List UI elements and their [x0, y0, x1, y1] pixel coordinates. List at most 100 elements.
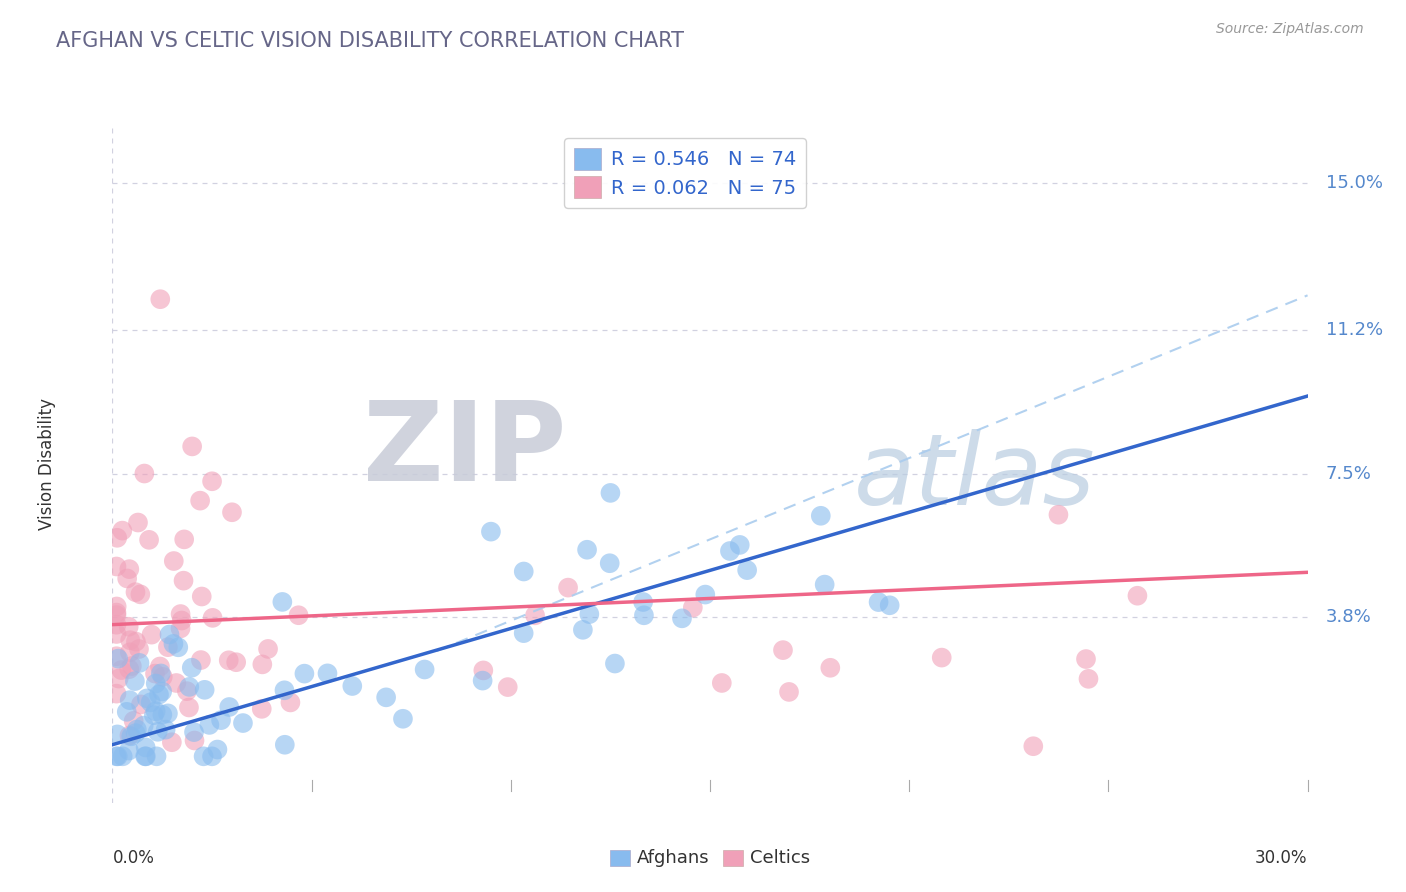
Point — [134, 467, 156, 481]
Point — [232, 716, 254, 731]
Point — [105, 608, 128, 623]
Point — [141, 627, 163, 641]
Point — [375, 690, 398, 705]
Point — [479, 524, 502, 539]
Point — [121, 659, 143, 673]
Point — [135, 749, 157, 764]
Point — [120, 633, 142, 648]
Point — [118, 562, 141, 576]
Legend: Afghans, Celtics: Afghans, Celtics — [603, 842, 817, 874]
Point — [111, 524, 134, 538]
Point — [193, 749, 215, 764]
Point — [162, 637, 184, 651]
Point — [125, 723, 148, 737]
Point — [105, 559, 128, 574]
Point — [150, 684, 173, 698]
Point — [512, 626, 534, 640]
Point — [150, 707, 173, 722]
Point — [181, 439, 204, 453]
Text: 15.0%: 15.0% — [1326, 174, 1382, 192]
Point — [159, 627, 181, 641]
Text: 30.0%: 30.0% — [1256, 849, 1308, 867]
Point — [105, 649, 128, 664]
Point — [221, 505, 243, 519]
Point — [143, 666, 166, 681]
Point — [139, 695, 162, 709]
Text: atlas: atlas — [853, 429, 1095, 526]
Point — [572, 623, 595, 637]
Point — [115, 705, 138, 719]
Point — [176, 684, 198, 698]
Point — [122, 714, 145, 728]
Point — [183, 733, 205, 747]
Point — [132, 718, 155, 732]
Point — [145, 676, 167, 690]
Point — [209, 713, 232, 727]
Point — [316, 666, 339, 681]
Point — [280, 695, 302, 709]
Point — [820, 661, 842, 675]
Point — [118, 645, 141, 659]
Point — [778, 685, 800, 699]
Point — [599, 486, 621, 500]
Point — [1077, 672, 1099, 686]
Point — [110, 663, 132, 677]
Point — [105, 687, 128, 701]
Point — [167, 640, 190, 655]
Point — [124, 585, 146, 599]
Point — [163, 554, 186, 568]
Point — [105, 617, 128, 632]
Point — [294, 666, 316, 681]
Point — [225, 655, 247, 669]
Text: Source: ZipAtlas.com: Source: ZipAtlas.com — [1216, 22, 1364, 37]
Point — [149, 666, 172, 681]
Point — [148, 688, 170, 702]
Point — [201, 475, 224, 489]
Text: AFGHAN VS CELTIC VISION DISABILITY CORRELATION CHART: AFGHAN VS CELTIC VISION DISABILITY CORRE… — [56, 31, 685, 51]
Point — [194, 682, 217, 697]
Point — [274, 738, 297, 752]
Point — [599, 556, 621, 570]
Point — [118, 662, 141, 676]
Point — [287, 608, 309, 623]
Point — [879, 599, 901, 613]
Point — [115, 571, 138, 585]
Text: 7.5%: 7.5% — [1326, 465, 1371, 483]
Point — [155, 723, 177, 737]
Point — [1047, 508, 1070, 522]
Point — [135, 691, 157, 706]
Point — [107, 672, 129, 686]
Point — [1074, 652, 1097, 666]
Point — [160, 735, 183, 749]
Point — [105, 749, 128, 764]
Point — [127, 516, 149, 530]
Point — [118, 729, 141, 743]
Point — [633, 608, 655, 623]
Point — [173, 533, 195, 547]
Point — [188, 493, 211, 508]
Point — [190, 590, 212, 604]
Point — [392, 712, 415, 726]
Point — [145, 704, 167, 718]
Point — [111, 749, 134, 764]
Point — [496, 680, 519, 694]
Point — [682, 600, 704, 615]
Point — [207, 742, 229, 756]
Point — [735, 563, 758, 577]
Point — [170, 614, 193, 628]
Point — [814, 577, 837, 591]
Point — [120, 729, 142, 743]
Point — [931, 650, 953, 665]
Point — [124, 674, 146, 689]
Point — [183, 725, 205, 739]
Point — [201, 611, 224, 625]
Point — [271, 595, 294, 609]
Point — [557, 581, 579, 595]
Point — [273, 683, 295, 698]
Point — [128, 656, 150, 670]
Point — [472, 664, 495, 678]
Point — [1022, 739, 1045, 754]
Point — [149, 659, 172, 673]
Point — [105, 599, 128, 614]
Point — [165, 676, 187, 690]
